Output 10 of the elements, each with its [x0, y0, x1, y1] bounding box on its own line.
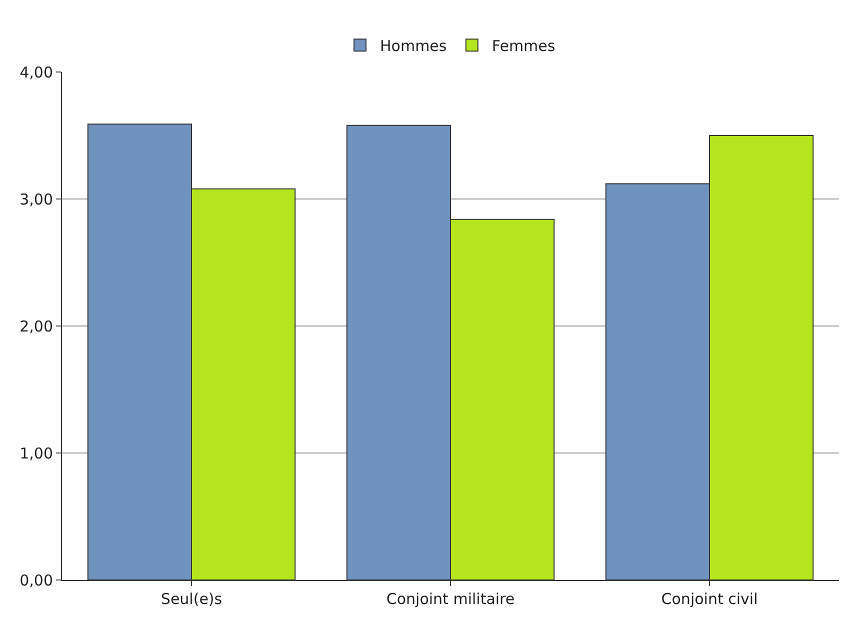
y-tick-label: 1,00 [20, 444, 53, 462]
legend-label: Hommes [380, 36, 447, 55]
legend-label: Femmes [492, 36, 556, 55]
x-tick-label: Conjoint militaire [386, 590, 515, 608]
y-tick-label: 0,00 [20, 571, 53, 590]
x-tick-label: Seul(e)s [160, 590, 222, 608]
y-tick-label: 3,00 [20, 190, 53, 208]
y-tick-label: 2,00 [20, 317, 53, 336]
y-tick-label: 4,00 [20, 63, 53, 82]
x-tick-label: Conjoint civil [661, 590, 758, 608]
